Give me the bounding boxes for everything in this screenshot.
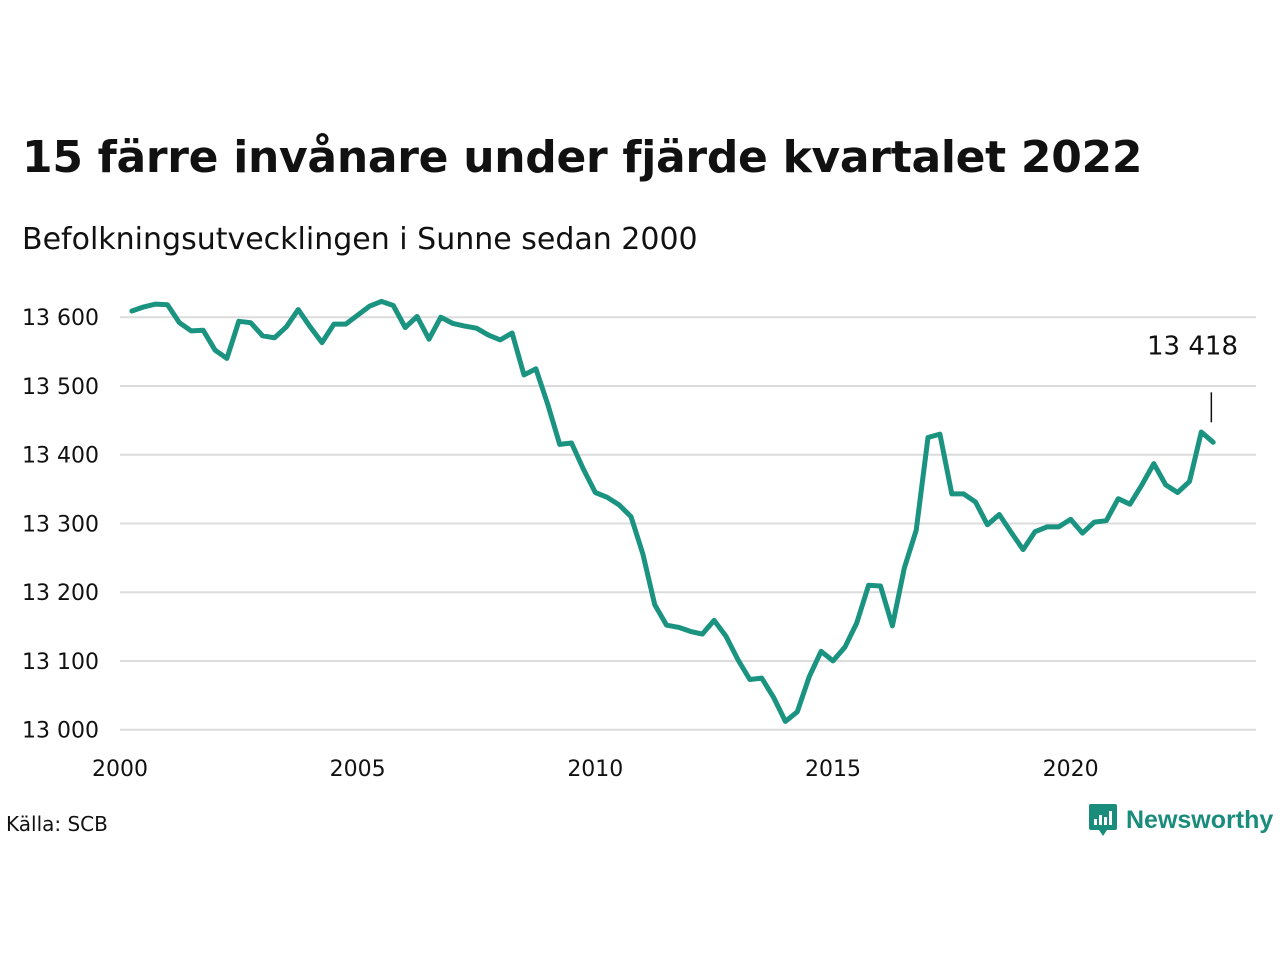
y-tick-label: 13 300 <box>22 512 99 537</box>
brand-name: Newsworthy <box>1126 805 1274 834</box>
y-tick-label: 13 500 <box>22 375 99 400</box>
bar-chart-speech-bubble-icon <box>1089 804 1117 836</box>
x-tick-label: 2020 <box>1043 757 1099 782</box>
y-tick-label: 13 000 <box>22 719 99 744</box>
y-axis: 13 000 13 100 13 200 13 300 13 400 13 500 13 6… <box>22 306 99 744</box>
annotation-label: 13 418 <box>1147 331 1238 361</box>
chart-title: 15 färre invånare under fjärde kvartalet… <box>22 132 1143 183</box>
y-tick-label: 13 600 <box>22 306 99 331</box>
x-tick-label: 2000 <box>92 757 148 782</box>
x-tick-label: 2010 <box>567 757 623 782</box>
y-tick-label: 13 400 <box>22 444 99 469</box>
y-tick-label: 13 200 <box>22 581 99 606</box>
series-line <box>129 298 1216 724</box>
annotation-group: 13 418 <box>1147 331 1238 423</box>
x-tick-label: 2005 <box>330 757 386 782</box>
y-tick-label: 13 100 <box>22 650 99 675</box>
x-axis: 2000 2005 2010 2015 2020 <box>92 757 1099 782</box>
x-tick-label: 2015 <box>805 757 861 782</box>
source-note: Källa: SCB <box>6 812 108 836</box>
brand-logo: Newsworthy <box>1088 803 1273 837</box>
gridlines <box>120 316 1256 731</box>
series-group <box>129 298 1216 724</box>
chart-subtitle: Befolkningsutvecklingen i Sunne sedan 20… <box>22 222 698 257</box>
